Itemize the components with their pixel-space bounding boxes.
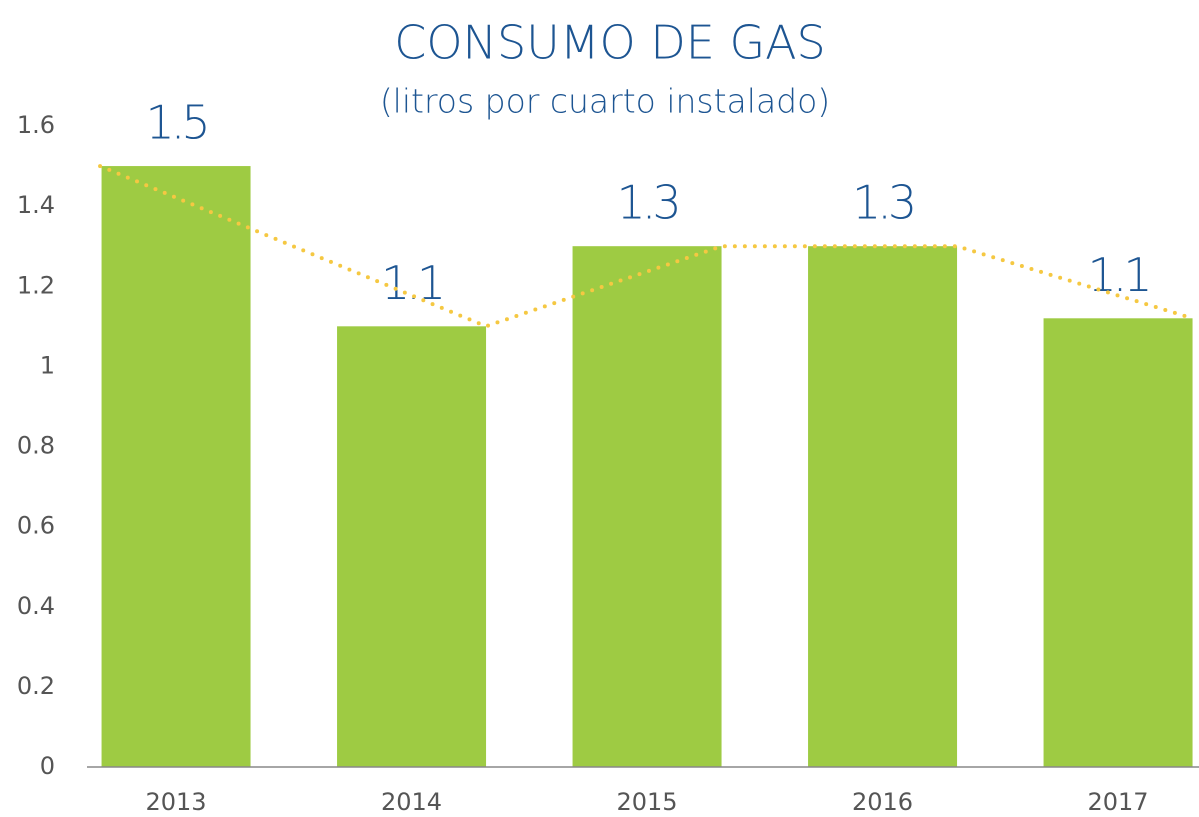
data-label: 1.1 bbox=[381, 256, 442, 310]
x-tick-label: 2016 bbox=[852, 788, 913, 816]
y-tick-label: 0 bbox=[40, 752, 55, 780]
x-tick-label: 2015 bbox=[617, 788, 678, 816]
y-tick-label: 0.8 bbox=[17, 432, 55, 460]
y-tick-label: 1 bbox=[40, 351, 55, 379]
bar bbox=[572, 246, 722, 767]
x-tick-label: 2014 bbox=[381, 788, 442, 816]
y-tick-label: 0.2 bbox=[17, 672, 55, 700]
bar bbox=[101, 166, 251, 767]
bar bbox=[337, 326, 487, 767]
bar bbox=[808, 246, 958, 767]
chart-title: CONSUMO DE GAS bbox=[394, 16, 826, 70]
y-tick-label: 0.4 bbox=[17, 592, 55, 620]
data-label: 1.3 bbox=[616, 176, 677, 230]
data-label: 1.5 bbox=[145, 96, 206, 150]
trend-line bbox=[98, 164, 1195, 329]
data-label: 1.3 bbox=[852, 176, 913, 230]
x-tick-label: 2017 bbox=[1088, 788, 1149, 816]
x-tick-label: 2013 bbox=[146, 788, 207, 816]
chart-subtitle: (litros por cuarto instalado) bbox=[380, 82, 830, 121]
y-tick-label: 1.4 bbox=[17, 191, 55, 219]
bar bbox=[1043, 318, 1193, 767]
y-tick-label: 0.6 bbox=[17, 512, 55, 540]
data-label: 1.1 bbox=[1087, 248, 1148, 302]
y-tick-label: 1.6 bbox=[17, 111, 55, 139]
y-tick-label: 1.2 bbox=[17, 271, 55, 299]
